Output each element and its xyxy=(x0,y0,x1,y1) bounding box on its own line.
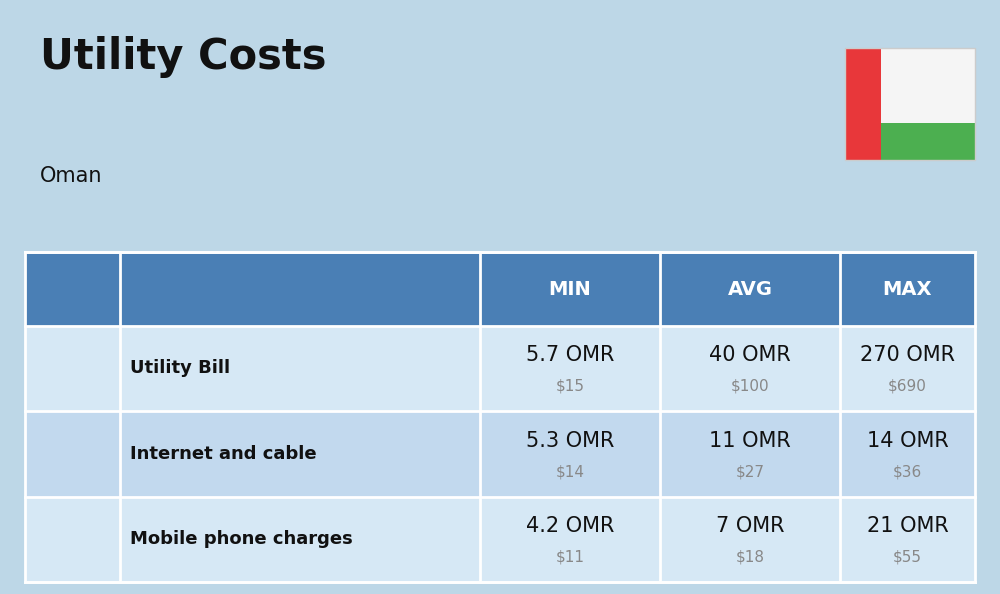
Text: $11: $11 xyxy=(556,549,585,565)
Text: 40 OMR: 40 OMR xyxy=(709,345,791,365)
Text: 4.2 OMR: 4.2 OMR xyxy=(526,516,614,536)
Text: 5.3 OMR: 5.3 OMR xyxy=(526,431,614,451)
Text: $18: $18 xyxy=(736,549,765,565)
Text: $36: $36 xyxy=(893,465,922,479)
Text: 21 OMR: 21 OMR xyxy=(867,516,948,536)
Text: $55: $55 xyxy=(893,549,922,565)
FancyBboxPatch shape xyxy=(845,48,975,160)
Text: 14 OMR: 14 OMR xyxy=(867,431,948,451)
FancyBboxPatch shape xyxy=(881,123,975,160)
FancyBboxPatch shape xyxy=(25,497,975,582)
Text: $15: $15 xyxy=(556,379,585,394)
Text: $100: $100 xyxy=(731,379,769,394)
Text: 5.7 OMR: 5.7 OMR xyxy=(526,345,614,365)
Text: 270 OMR: 270 OMR xyxy=(860,345,955,365)
Text: Oman: Oman xyxy=(40,166,103,187)
FancyBboxPatch shape xyxy=(25,411,975,497)
FancyBboxPatch shape xyxy=(25,326,975,411)
FancyBboxPatch shape xyxy=(25,252,975,326)
Text: Utility Costs: Utility Costs xyxy=(40,36,326,78)
Text: Utility Bill: Utility Bill xyxy=(130,359,230,377)
Text: 7 OMR: 7 OMR xyxy=(716,516,784,536)
Text: $14: $14 xyxy=(556,465,585,479)
FancyBboxPatch shape xyxy=(881,48,975,123)
Text: Internet and cable: Internet and cable xyxy=(130,445,317,463)
Text: Mobile phone charges: Mobile phone charges xyxy=(130,530,353,548)
Text: 11 OMR: 11 OMR xyxy=(709,431,791,451)
Text: $27: $27 xyxy=(736,465,765,479)
Text: $690: $690 xyxy=(888,379,927,394)
Text: MAX: MAX xyxy=(883,280,932,299)
Text: MIN: MIN xyxy=(549,280,591,299)
Text: AVG: AVG xyxy=(728,280,772,299)
